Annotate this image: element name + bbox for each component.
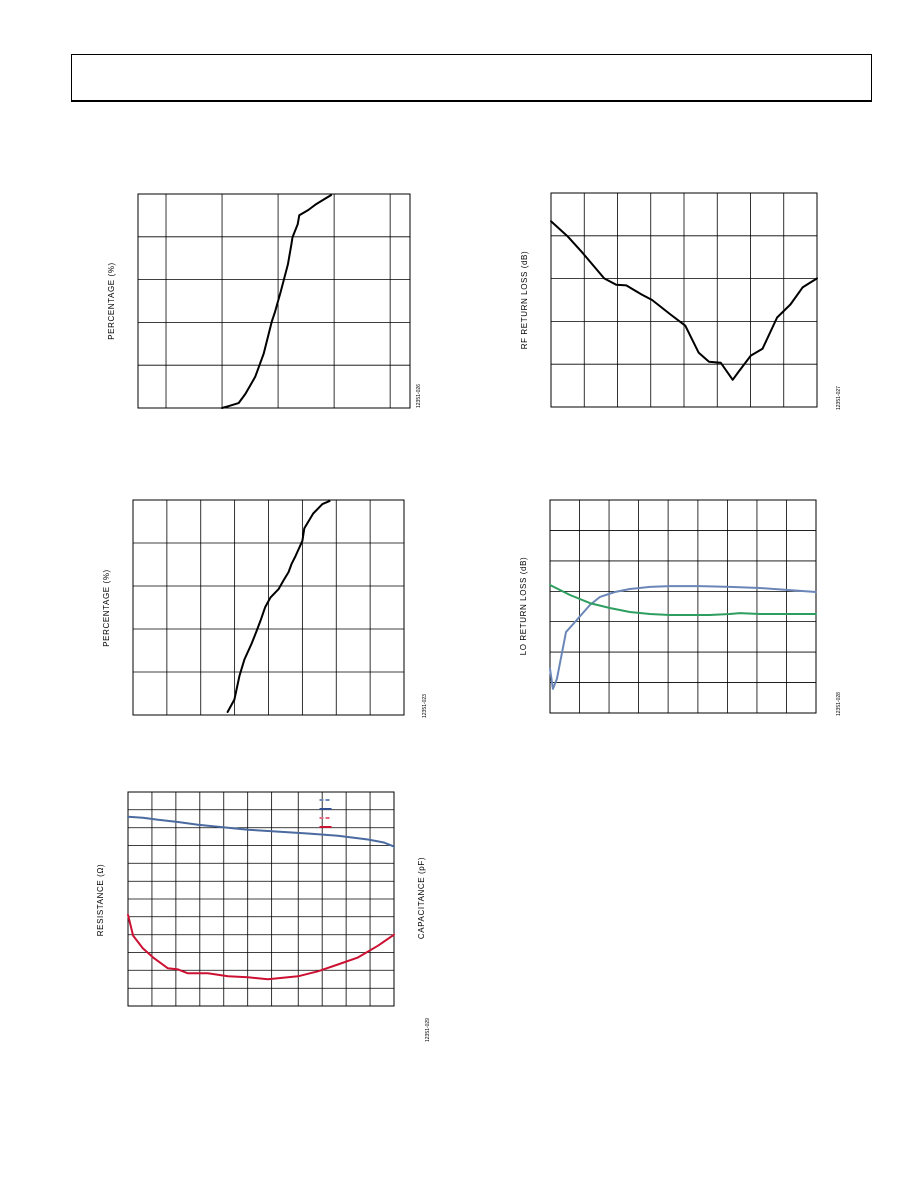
chart-rf-return-loss: RF RETURN LOSS (dB) 12351-027 [520, 192, 842, 410]
figure-id: 12351-029 [425, 1018, 431, 1042]
plot-frame [550, 192, 818, 408]
y-axis-label: PERCENTAGE (%) [107, 262, 116, 340]
chart-percentage-1: PERCENTAGE (%) 12351-026 [107, 193, 422, 409]
chart-lo-return-loss: LO RETURN LOSS (dB) 12351-028 [519, 499, 842, 716]
series-line-1 [549, 584, 817, 616]
plot-area [549, 499, 817, 714]
series-line-0 [221, 194, 333, 409]
chart-resistance-capacitance: RESISTANCE (Ω) CAPACITANCE (pF) 12351-02… [96, 791, 431, 1042]
chart-percentage-2: PERCENTAGE (%) 12351-023 [102, 499, 428, 718]
plot-area [127, 791, 395, 1007]
series-line-0 [550, 220, 818, 381]
plot-frame [549, 499, 817, 714]
y-axis-label: RF RETURN LOSS (dB) [520, 251, 529, 350]
plot-frame [137, 193, 411, 409]
figure-id: 12351-026 [416, 384, 422, 408]
figure-id: 12351-023 [422, 694, 428, 718]
plot-area [132, 499, 405, 716]
legend [319, 799, 332, 828]
figure-id: 12351-027 [836, 386, 842, 410]
plot-frame [127, 791, 395, 1007]
plot-area [137, 193, 411, 409]
series-line-1 [127, 913, 395, 981]
y-axis-label: PERCENTAGE (%) [102, 569, 111, 647]
y-axis-label-right: CAPACITANCE (pF) [417, 857, 426, 939]
series-line-0 [549, 585, 817, 690]
figure-id: 12351-028 [836, 692, 842, 716]
page-header-box [71, 54, 872, 102]
y-axis-label-left: RESISTANCE (Ω) [96, 864, 105, 936]
plot-frame [132, 499, 405, 716]
plot-area [550, 192, 818, 408]
y-axis-label: LO RETURN LOSS (dB) [519, 557, 528, 656]
series-line-0 [127, 815, 395, 848]
series-line-0 [226, 500, 331, 713]
